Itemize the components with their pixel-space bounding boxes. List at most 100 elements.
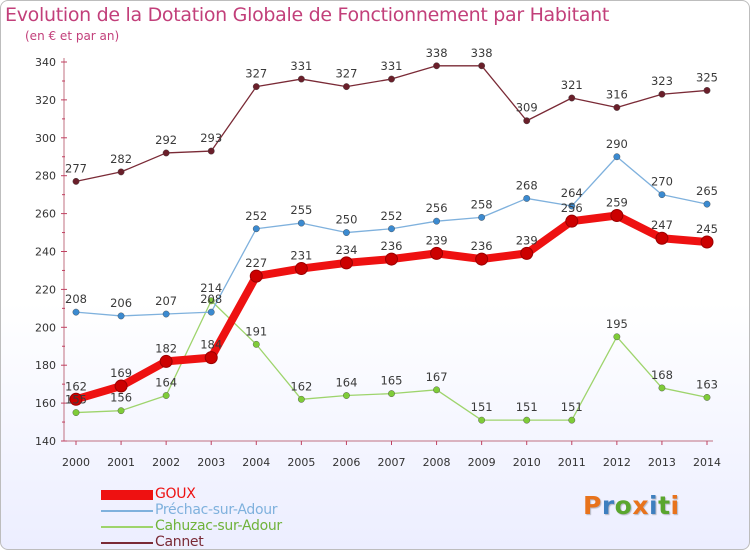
data-label: 151 (516, 400, 538, 414)
data-label: 239 (426, 233, 448, 247)
data-label: 321 (561, 78, 583, 92)
series-line (75, 65, 708, 183)
data-label: 156 (110, 391, 132, 405)
data-point (252, 83, 260, 91)
data-point (343, 392, 350, 399)
data-label: 227 (245, 256, 267, 270)
logo-letter: P (583, 491, 602, 520)
data-label: 168 (651, 368, 673, 382)
data-point (703, 87, 711, 94)
data-point (568, 94, 576, 102)
data-label: 270 (651, 175, 673, 189)
data-point (478, 213, 486, 221)
data-label: 316 (606, 87, 628, 101)
data-point (613, 333, 621, 341)
y-tick-label: 180 (35, 359, 56, 372)
data-point (700, 235, 714, 249)
data-label: 206 (110, 296, 132, 310)
data-point (520, 246, 534, 260)
data-point (565, 214, 579, 228)
y-tick-label: 200 (35, 321, 56, 334)
data-label: 258 (471, 197, 493, 211)
x-tick-label: 2002 (152, 456, 180, 469)
data-label: 208 (65, 292, 87, 306)
x-tick-label: 2013 (648, 456, 676, 469)
data-label: 164 (155, 376, 177, 390)
x-tick-label: 2012 (603, 456, 631, 469)
data-label: 264 (561, 186, 583, 200)
data-point (478, 416, 486, 424)
data-point (252, 340, 260, 348)
x-tick-label: 2005 (287, 456, 315, 469)
legend-label: GOUX (155, 486, 196, 502)
data-label: 331 (381, 59, 403, 73)
legend-swatch (101, 542, 153, 544)
data-label: 191 (245, 324, 267, 338)
data-point (523, 117, 531, 125)
data-point (69, 392, 83, 406)
series-cannet (72, 62, 711, 185)
series-layer (69, 62, 714, 424)
data-point (610, 208, 624, 222)
data-point (568, 416, 576, 424)
data-label: 247 (651, 218, 673, 232)
legend-item: GOUX (101, 486, 361, 503)
data-labels: 162 169 182 184 227 231 234 236 239 236 239 256 259 2… (65, 46, 718, 414)
logo-letter: i (649, 491, 659, 520)
x-tick-label: 2001 (107, 456, 135, 469)
y-tick-label: 160 (35, 397, 56, 410)
data-point (114, 379, 128, 393)
data-label: 214 (200, 281, 222, 295)
x-tick-label: 2011 (558, 456, 586, 469)
data-point (207, 308, 215, 316)
chart-subtitle: (en € et par an) (25, 29, 120, 43)
data-label: 184 (200, 338, 222, 352)
x-tick-label: 2003 (197, 456, 225, 469)
data-point (297, 219, 305, 227)
legend-swatch (101, 526, 153, 528)
data-label: 164 (335, 376, 357, 390)
data-label: 277 (65, 161, 87, 175)
data-point (385, 252, 398, 266)
legend-label: Cannet (155, 534, 204, 550)
data-point (613, 104, 621, 111)
data-point (475, 252, 489, 266)
data-point (433, 217, 440, 225)
legend-swatch (101, 510, 153, 512)
data-point (433, 386, 440, 394)
data-label: 236 (381, 239, 403, 253)
data-point (658, 191, 666, 199)
data-label: 234 (335, 243, 357, 257)
data-label: 151 (561, 400, 583, 414)
data-label: 239 (516, 233, 538, 247)
data-label: 268 (516, 178, 538, 192)
data-label: 255 (290, 203, 312, 217)
data-label: 338 (471, 46, 493, 60)
data-point (297, 75, 305, 83)
legend-item: Cannet (101, 534, 361, 550)
data-point (388, 390, 395, 398)
data-point (658, 90, 666, 98)
x-axis-labels: 2000 2001 2002 2003 2004 2005 2006 2007 2008 2009… (62, 456, 721, 469)
legend-label: Cahuzac-sur-Adour (155, 518, 282, 534)
logo-letter: i (670, 491, 680, 520)
data-point (343, 229, 350, 236)
data-label: 245 (696, 222, 718, 236)
data-label: 182 (155, 341, 177, 355)
y-axis-labels: 140 160 180 200 220 240 260 280 300 320 340 (35, 56, 56, 448)
data-label: 163 (696, 377, 718, 391)
logo-letter: x (632, 491, 649, 520)
data-point (655, 231, 669, 245)
data-label: 151 (471, 400, 493, 414)
data-point (297, 395, 305, 403)
data-label: 323 (651, 74, 673, 88)
legend-swatch (101, 490, 153, 500)
data-label: 331 (290, 59, 312, 73)
data-label: 155 (65, 393, 87, 407)
data-label: 290 (606, 137, 628, 151)
data-label: 327 (335, 67, 357, 81)
data-point (252, 225, 260, 233)
data-label: 252 (381, 209, 403, 223)
legend-label: Préchac-sur-Adour (155, 502, 278, 518)
data-label: 165 (381, 374, 403, 388)
